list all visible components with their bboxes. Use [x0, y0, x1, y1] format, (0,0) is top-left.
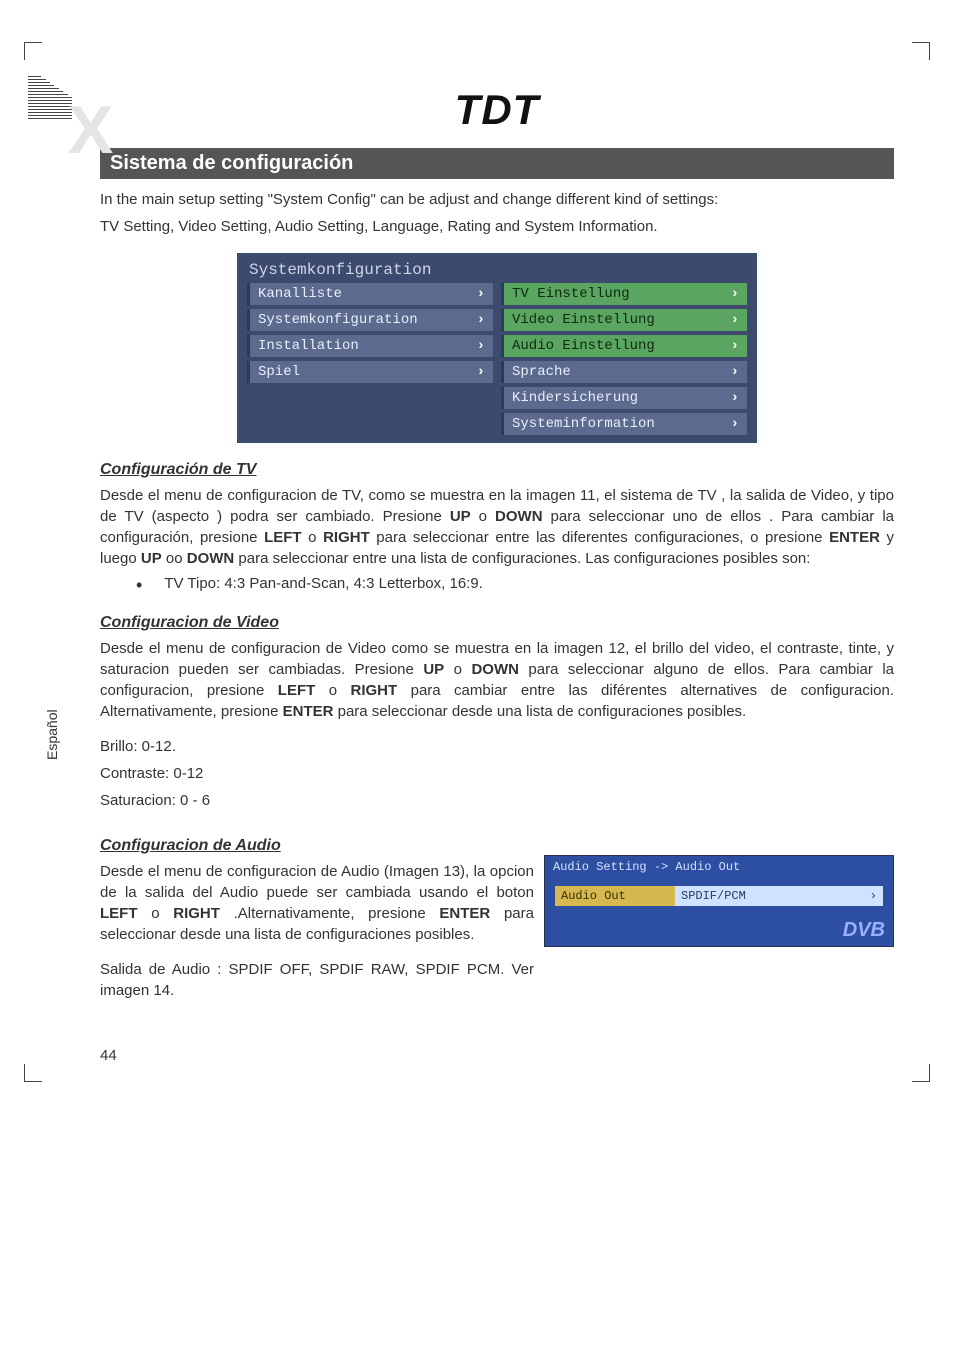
system-config-screenshot: Systemkonfiguration Kanalliste› TV Einst…	[237, 253, 757, 443]
scr-left-item: Spiel›	[247, 361, 493, 383]
video-line: Saturacion: 0 - 6	[100, 790, 894, 811]
audio-box-header: Audio Setting -> Audio Out	[545, 856, 893, 878]
scr-right-item: Audio Einstellung›	[501, 335, 747, 357]
audio-out-label: Audio Out	[555, 886, 675, 906]
page-title: TDT	[100, 86, 894, 134]
intro-paragraph-2: TV Setting, Video Setting, Audio Setting…	[100, 216, 894, 237]
x-background: X	[68, 96, 113, 164]
scr-right-item: Kindersicherung›	[501, 387, 747, 409]
video-paragraph: Desde el menu de configuracion de Video …	[100, 638, 894, 722]
crop-mark-bl	[24, 1064, 42, 1082]
scr-right-item: Sprache›	[501, 361, 747, 383]
scr-left-item: Kanalliste›	[247, 283, 493, 305]
crop-mark-tl	[24, 42, 42, 60]
video-line: Brillo: 0-12.	[100, 736, 894, 757]
audio-paragraph-1: Desde el menu de configuracion de Audio …	[100, 861, 534, 945]
audio-out-value: SPDIF/PCM›	[675, 886, 883, 906]
video-heading: Configuracion de Video	[100, 614, 894, 632]
scr-left-item: Systemkonfiguration›	[247, 309, 493, 331]
dvb-logo: DVB	[843, 919, 885, 942]
crop-mark-tr	[912, 42, 930, 60]
tv-heading: Configuración de TV	[100, 461, 894, 479]
audio-paragraph-2: Salida de Audio : SPDIF OFF, SPDIF RAW, …	[100, 959, 534, 1001]
audio-out-screenshot: Audio Setting -> Audio Out Audio Out SPD…	[544, 855, 894, 947]
tv-bullet: •TV Tipo: 4:3 Pan-and-Scan, 4:3 Letterbo…	[136, 575, 894, 596]
audio-heading: Configuracion de Audio	[100, 837, 894, 855]
decorative-lines	[28, 76, 72, 130]
scr-right-item: Video Einstellung›	[501, 309, 747, 331]
section-heading: Sistema de configuración	[100, 148, 894, 179]
intro-paragraph-1: In the main setup setting "System Config…	[100, 189, 894, 210]
scr-right-item: Systeminformation›	[501, 413, 747, 435]
scr-title: Systemkonfiguration	[243, 259, 751, 281]
tv-paragraph: Desde el menu de configuracion de TV, co…	[100, 485, 894, 569]
crop-mark-br	[912, 1064, 930, 1082]
scr-right-item: TV Einstellung›	[501, 283, 747, 305]
scr-left-item: Installation›	[247, 335, 493, 357]
video-line: Contraste: 0-12	[100, 763, 894, 784]
language-side-label: Español	[44, 709, 60, 760]
dot-pattern	[882, 156, 906, 180]
page-number: 44	[100, 1047, 894, 1064]
